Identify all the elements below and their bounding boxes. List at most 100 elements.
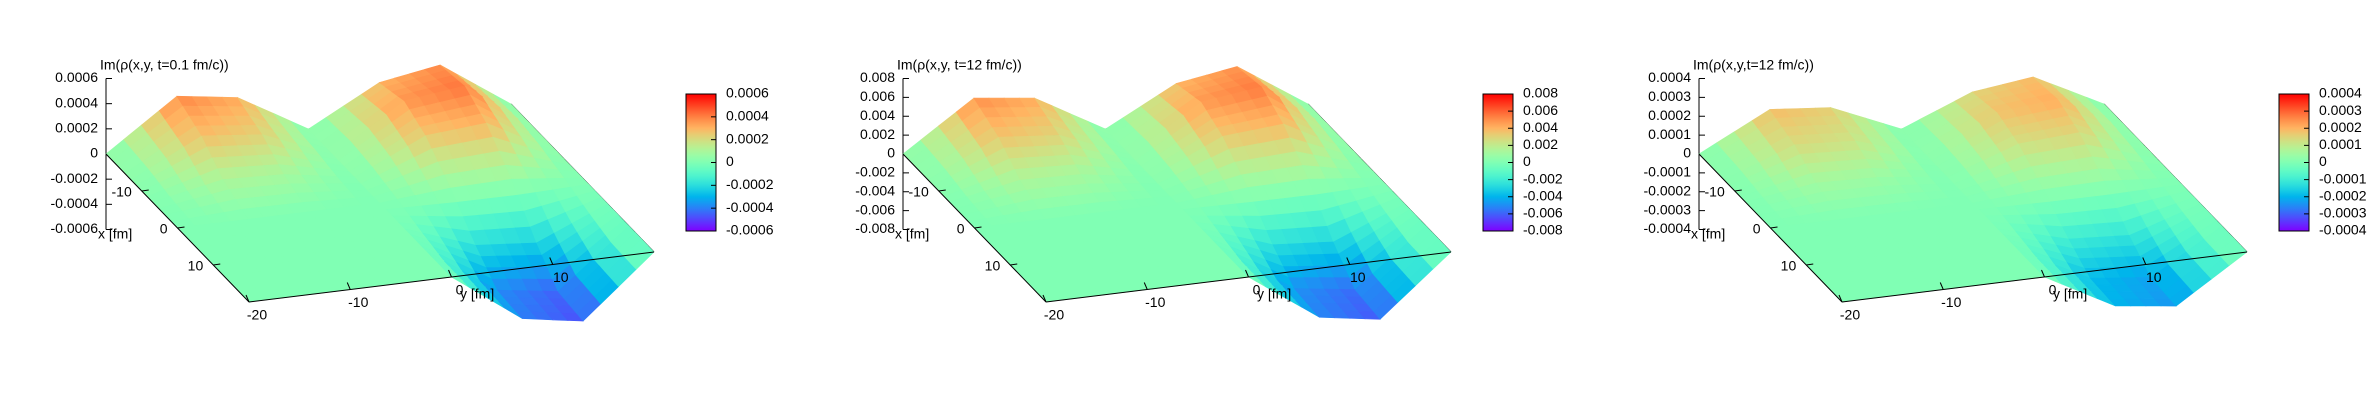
z-tick-label: -0.004 (855, 182, 895, 198)
y-tick (1245, 269, 1249, 278)
z-tick-label: -0.0003 (1644, 201, 1692, 217)
x-tick-label: 0 (957, 221, 965, 237)
colorbar-tick-label: -0.006 (1523, 205, 1563, 221)
z-tick-label: 0.0004 (1648, 69, 1691, 85)
surface-patch (236, 96, 335, 156)
surface-patch (1069, 237, 1154, 268)
y-axis-label: y [fm] (460, 286, 494, 302)
y-tick (448, 269, 452, 278)
y-tick (1346, 257, 1351, 265)
surface-patch (222, 174, 310, 220)
surface-patch (973, 218, 1072, 255)
z-tick-label: 0.002 (860, 126, 895, 142)
x-axis-label: x [fm] (98, 226, 132, 242)
surface-patch (294, 259, 382, 294)
surface-patch (1200, 86, 1285, 137)
colorbar-tick-label: -0.0002 (2319, 187, 2367, 203)
y-tick (346, 282, 351, 290)
surface-patch (1854, 140, 1949, 178)
x-tick (177, 226, 185, 229)
colorbar-tick-label: 0.004 (1523, 119, 1558, 135)
surface-patch (2057, 98, 2152, 153)
surface-patch (1901, 202, 1999, 239)
z-tick-label: 0 (887, 145, 895, 161)
colorbar-tick-label: -0.0002 (726, 176, 774, 192)
surface-patch (1971, 76, 2059, 113)
z-tick-label: -0.0006 (51, 220, 99, 236)
colorbar-tick-label: 0.0002 (2319, 119, 2362, 135)
colorbar-tick-label: -0.0001 (2319, 170, 2367, 186)
surface-patch (308, 82, 405, 156)
y-tick-label: 10 (553, 269, 569, 285)
colorbar-tick-label: 0.0004 (2319, 85, 2362, 101)
y-tick (1939, 282, 1944, 290)
x-tick (1770, 226, 1778, 229)
x-tick (974, 226, 982, 229)
chart-title: Im(ρ(x,y, t=12 fm/c)) (897, 57, 1022, 73)
colorbar-tick-label: -0.0003 (2319, 205, 2367, 221)
colorbar-tick-label: 0.008 (1523, 85, 1558, 101)
surface-patch (379, 187, 477, 246)
surface-patch (2079, 132, 2177, 182)
z-tick-label: 0.004 (860, 107, 895, 123)
surface-patch (2068, 234, 2152, 279)
z-tick-label: 0 (1683, 145, 1691, 161)
surface-patch (1201, 228, 1296, 290)
surface-patch (223, 267, 321, 303)
surface-patch (536, 203, 630, 293)
x-tick-label: 10 (985, 258, 1001, 274)
y-tick-label: -20 (1840, 307, 1860, 323)
surface-patch (1887, 259, 1975, 294)
colorbar-tick-label: -0.008 (1523, 222, 1563, 238)
surface-patch (1175, 66, 1263, 103)
colorbar-tick-label: 0 (726, 153, 734, 169)
surface-patch (1151, 250, 1250, 287)
z-tick-label: 0 (90, 145, 98, 161)
y-tick (1838, 294, 1843, 303)
surface-patch (1901, 91, 1998, 156)
surface-patch (1947, 143, 2045, 204)
y-axis-label: y [fm] (1257, 286, 1291, 302)
surface-patch (1151, 135, 1249, 204)
chart-title: Im(ρ(x,y,t=12 fm/c)) (1693, 57, 1814, 73)
surface-patch (1247, 178, 1335, 246)
x-axis-label: x [fm] (895, 226, 929, 242)
surface-patch (1354, 225, 1452, 320)
surface-patch (1044, 211, 1132, 246)
y-tick-label: -20 (1044, 307, 1064, 323)
surface-patch (1019, 174, 1107, 220)
surface-patch (333, 100, 427, 178)
surface-patch (1308, 177, 1405, 243)
x-tick (1734, 189, 1742, 192)
y-tick-label: 0 (1253, 282, 1261, 298)
colorbar-tick-label: -0.0004 (2319, 222, 2367, 238)
surface-patch (1769, 218, 1868, 255)
surface-patch (439, 64, 537, 131)
surface-patch (973, 97, 1061, 138)
surface-patch (283, 174, 381, 213)
y-tick-label: -10 (1145, 294, 1165, 310)
surface-patch (1033, 97, 1132, 156)
surface-patch (1283, 123, 1381, 180)
surface-patch (1223, 250, 1320, 318)
x-tick-label: 10 (1781, 258, 1797, 274)
z-tick-label: 0.0001 (1648, 126, 1691, 142)
surface-patch (1840, 211, 1928, 246)
surface-patch (425, 122, 513, 189)
surface-patch (948, 179, 1046, 229)
colorbar-tick-label: 0 (2319, 153, 2327, 169)
z-tick-label: 0.0004 (55, 94, 98, 110)
surface-patch (1261, 86, 1355, 153)
z-tick-label: -0.006 (855, 201, 895, 217)
surface-patch (1723, 144, 1817, 203)
surface-patch (2032, 76, 2130, 131)
z-tick-label: 0.0003 (1648, 88, 1691, 104)
colorbar-tick-label: -0.0006 (726, 222, 774, 238)
surface-patch (1816, 267, 1914, 303)
y-tick (549, 257, 554, 265)
surface-patch (998, 244, 1093, 277)
y-tick (245, 294, 250, 303)
colorbar-tick-label: 0.0004 (726, 108, 769, 124)
surface-patch (1105, 202, 1203, 239)
